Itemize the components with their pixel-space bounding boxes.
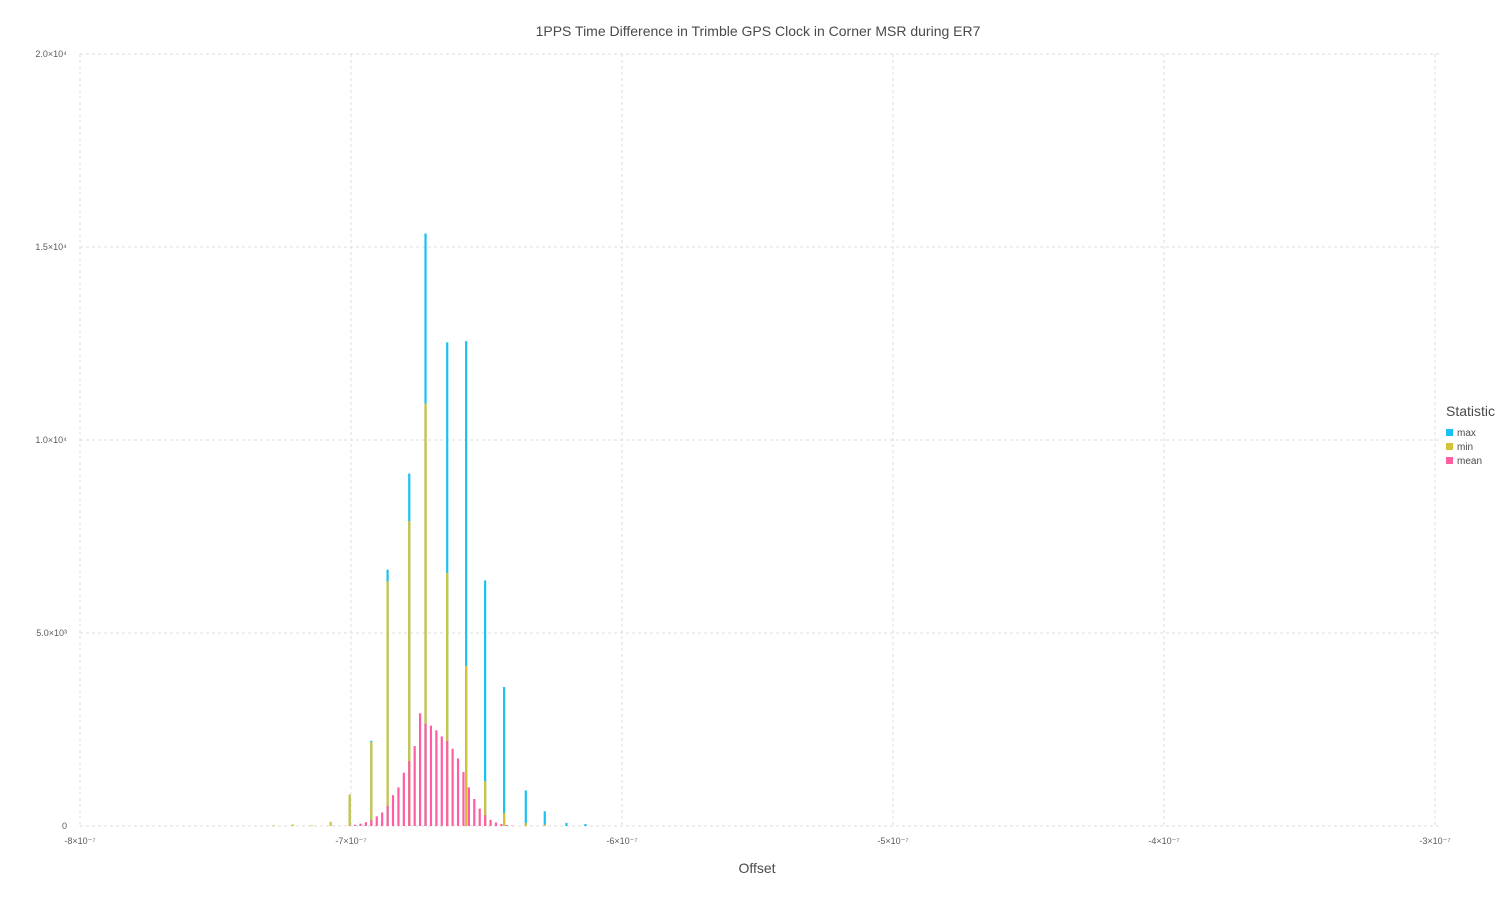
series-min — [272, 403, 546, 826]
bar-mean — [370, 819, 373, 826]
bar-mean — [353, 824, 357, 826]
bar-layer — [272, 233, 587, 827]
legend-item-min: min — [1446, 442, 1473, 453]
bar-min — [329, 821, 332, 826]
bar-min — [446, 572, 449, 826]
x-tick-label: -5×10⁻⁷ — [877, 836, 908, 846]
bar-mean — [500, 824, 503, 826]
bar-mean — [429, 725, 433, 826]
bar-min — [291, 824, 294, 826]
bar-mean — [419, 713, 422, 826]
bar-mean — [451, 748, 454, 826]
bar-mean — [391, 795, 395, 826]
bar-max — [484, 580, 487, 826]
bar-mean — [484, 815, 487, 826]
bar-mean — [494, 822, 498, 826]
legend-label: min — [1457, 442, 1473, 453]
legend-item-mean: mean — [1446, 456, 1482, 467]
x-tick-label: -8×10⁻⁷ — [64, 836, 95, 846]
bar-mean — [381, 812, 384, 826]
legend-swatch — [1446, 429, 1453, 436]
bar-min — [310, 825, 313, 826]
bar-mean — [424, 723, 427, 826]
bar-mean — [446, 741, 449, 826]
bar-mean — [505, 825, 508, 826]
y-tick-label: 0 — [62, 821, 67, 831]
bar-min — [524, 822, 527, 826]
legend-label: mean — [1457, 456, 1482, 467]
bar-mean — [402, 772, 405, 826]
bar-max — [524, 790, 527, 826]
legend-swatch — [1446, 457, 1453, 464]
x-tick-label: -6×10⁻⁷ — [606, 836, 637, 846]
bar-min — [348, 794, 351, 826]
x-axis-label: Offset — [738, 860, 775, 876]
y-tick-label: 2.0×10⁴ — [35, 49, 67, 59]
bar-min — [465, 665, 468, 826]
bar-min — [370, 741, 373, 826]
bar-min — [408, 521, 411, 826]
x-axis-ticks: -8×10⁻⁷ -7×10⁻⁷ -6×10⁻⁷ -5×10⁻⁷ -4×10⁻⁷ -3×10… — [64, 836, 1450, 846]
legend-label: max — [1457, 428, 1476, 439]
series-mean — [348, 713, 514, 826]
x-tick-label: -3×10⁻⁷ — [1419, 836, 1450, 846]
bar-mean — [462, 771, 465, 826]
bar-mean — [413, 746, 416, 826]
bar-mean — [435, 730, 438, 826]
grid-lines — [79, 53, 1442, 827]
x-tick-label: -7×10⁻⁷ — [335, 836, 366, 846]
bar-max — [465, 341, 468, 826]
legend-title: Statistic — [1446, 403, 1495, 419]
legend-swatch — [1446, 443, 1453, 450]
y-tick-label: 1.0×10⁴ — [35, 435, 67, 445]
bar-mean — [375, 816, 378, 826]
bar-min — [386, 581, 389, 826]
bar-mean — [386, 805, 389, 826]
bar-mean — [478, 808, 481, 826]
x-tick-label: -4×10⁻⁷ — [1148, 836, 1179, 846]
bar-mean — [473, 798, 476, 826]
bar-min — [503, 812, 506, 826]
bar-min — [543, 824, 546, 826]
bar-min — [484, 781, 487, 826]
bar-max — [584, 824, 587, 826]
y-axis-ticks: 0 5.0×10³ 1.0×10⁴ 1.5×10⁴ 2.0×10⁴ — [35, 49, 67, 831]
bar-mean — [467, 787, 470, 826]
chart-title: 1PPS Time Difference in Trimble GPS Cloc… — [536, 23, 981, 39]
bar-mean — [456, 758, 460, 826]
bar-min — [424, 403, 427, 826]
bar-mean — [408, 761, 411, 826]
bar-mean — [440, 736, 443, 826]
bar-mean — [489, 819, 492, 826]
y-tick-label: 1.5×10⁴ — [35, 242, 67, 252]
bar-mean — [359, 823, 362, 826]
bar-max — [543, 811, 546, 826]
bar-max — [565, 822, 568, 826]
series-max — [348, 233, 587, 827]
bar-min — [272, 825, 275, 826]
bar-mean — [397, 787, 400, 826]
legend: Statistic max min mean — [1446, 403, 1495, 467]
legend-item-max: max — [1446, 428, 1476, 439]
y-tick-label: 5.0×10³ — [36, 628, 67, 638]
bar-max — [503, 687, 506, 826]
bar-mean — [364, 822, 368, 826]
